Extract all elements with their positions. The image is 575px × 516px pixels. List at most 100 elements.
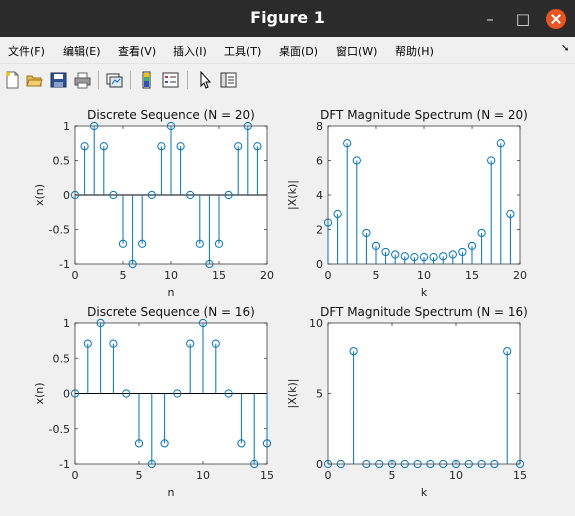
stem-marker	[426, 459, 435, 469]
stem-marker	[451, 459, 461, 469]
stem-marker	[237, 439, 246, 448]
stem-marker	[343, 139, 352, 148]
stem-marker	[224, 389, 233, 398]
link-plot-icon[interactable]	[106, 71, 123, 89]
menu-overflow-icon[interactable]: ➘	[561, 43, 570, 54]
menu-window[interactable]: 窗口(W)	[336, 45, 378, 58]
y-tick-label: 6	[316, 155, 323, 168]
stem-marker	[387, 459, 397, 469]
menu-tools[interactable]: 工具(T)	[224, 45, 262, 58]
stem-marker	[349, 347, 358, 356]
y-tick-label: 4	[316, 189, 323, 202]
x-tick-label: 15	[465, 269, 479, 282]
stem-marker	[262, 439, 272, 448]
print-icon[interactable]	[74, 71, 91, 89]
stem-marker	[134, 439, 144, 448]
insert-colorbar-icon[interactable]	[138, 71, 155, 89]
menu-file[interactable]: 文件(F)	[8, 45, 45, 58]
stem-marker	[243, 121, 252, 131]
axes-3: 0 5 10 15 -1 -0.5 0 0.5 1 Discrete Sequence (N = …	[33, 305, 274, 499]
stem-marker	[352, 156, 361, 165]
x-axis-label: n	[168, 486, 175, 499]
open-file-icon[interactable]	[26, 71, 43, 89]
y-tick-label: 0.5	[53, 155, 71, 168]
y-tick-label: 0	[63, 388, 70, 401]
stem-marker	[391, 250, 400, 259]
x-tick-label: 20	[513, 269, 527, 282]
y-tick-label: 0	[316, 258, 323, 271]
stem-marker	[515, 459, 525, 469]
window-title: Figure 1	[250, 8, 325, 27]
x-tick-label: 5	[373, 269, 380, 282]
stem-marker	[381, 247, 390, 257]
stem-marker	[439, 459, 448, 469]
menu-view[interactable]: 查看(V)	[118, 45, 157, 58]
stem-marker	[477, 228, 486, 238]
x-tick-label: 0	[72, 469, 79, 482]
stem-marker	[80, 142, 89, 151]
chart-title: Discrete Sequence (N = 16)	[87, 305, 255, 319]
stem-marker	[70, 389, 80, 398]
x-tick-label: 0	[325, 269, 332, 282]
stem-marker	[413, 459, 422, 469]
stem-marker	[160, 439, 169, 448]
x-tick-label: 10	[417, 269, 431, 282]
menu-edit[interactable]: 编辑(E)	[63, 45, 101, 58]
x-axis-label: k	[421, 486, 428, 499]
property-editor-icon[interactable]	[220, 71, 237, 89]
stem-marker	[490, 459, 499, 469]
save-icon[interactable]	[50, 71, 67, 89]
y-tick-label: 8	[316, 120, 323, 133]
stem-marker	[176, 142, 185, 151]
menu-desktop[interactable]: 桌面(D)	[279, 45, 319, 58]
stem-marker	[96, 318, 105, 328]
stem-marker	[109, 339, 118, 348]
menu-help[interactable]: 帮助(H)	[395, 45, 434, 58]
toolbar-separator	[187, 71, 188, 89]
menu-insert[interactable]: 插入(I)	[173, 45, 207, 58]
stem-marker	[458, 247, 467, 257]
stem-marker	[109, 190, 118, 200]
chart-title: DFT Magnitude Spectrum (N = 16)	[320, 305, 528, 319]
stem-marker	[333, 209, 342, 219]
stem-marker	[477, 459, 486, 469]
y-tick-label: -0.5	[49, 224, 70, 237]
x-tick-label: 10	[196, 469, 210, 482]
stem-marker	[83, 339, 92, 348]
stem-marker	[211, 339, 220, 348]
y-tick-label: 1	[63, 317, 70, 330]
y-tick-label: 0.5	[53, 352, 71, 365]
pointer-icon[interactable]	[196, 71, 213, 89]
new-figure-icon[interactable]	[4, 71, 21, 89]
stem-marker	[496, 139, 505, 148]
x-tick-label: 5	[120, 269, 127, 282]
stem-marker	[506, 209, 515, 219]
y-tick-label: 2	[316, 224, 323, 237]
close-button[interactable]	[546, 9, 566, 29]
y-tick-label: 5	[316, 388, 323, 401]
x-tick-label: 0	[72, 269, 79, 282]
maximize-button[interactable]: □	[515, 10, 531, 28]
insert-legend-icon[interactable]	[162, 71, 179, 89]
x-tick-label: 15	[513, 469, 527, 482]
stem-marker	[448, 250, 457, 259]
y-tick-label: 0	[316, 458, 323, 471]
stem-marker	[467, 241, 477, 250]
stem-marker	[419, 253, 429, 262]
stem-marker	[118, 239, 128, 248]
stem-marker	[138, 239, 147, 248]
stem-marker	[224, 190, 233, 200]
y-tick-label: -0.5	[49, 423, 70, 436]
y-axis-label: |X(k)|	[286, 180, 299, 210]
stem-marker	[487, 156, 496, 165]
minimize-button[interactable]: –	[486, 10, 494, 28]
x-tick-label: 0	[325, 469, 332, 482]
stem-marker	[70, 190, 80, 200]
stem-marker	[173, 389, 182, 398]
y-axis-label: x(n)	[33, 382, 46, 404]
stem-marker	[362, 459, 371, 469]
stem-marker	[122, 389, 131, 398]
stem-marker	[234, 142, 243, 151]
